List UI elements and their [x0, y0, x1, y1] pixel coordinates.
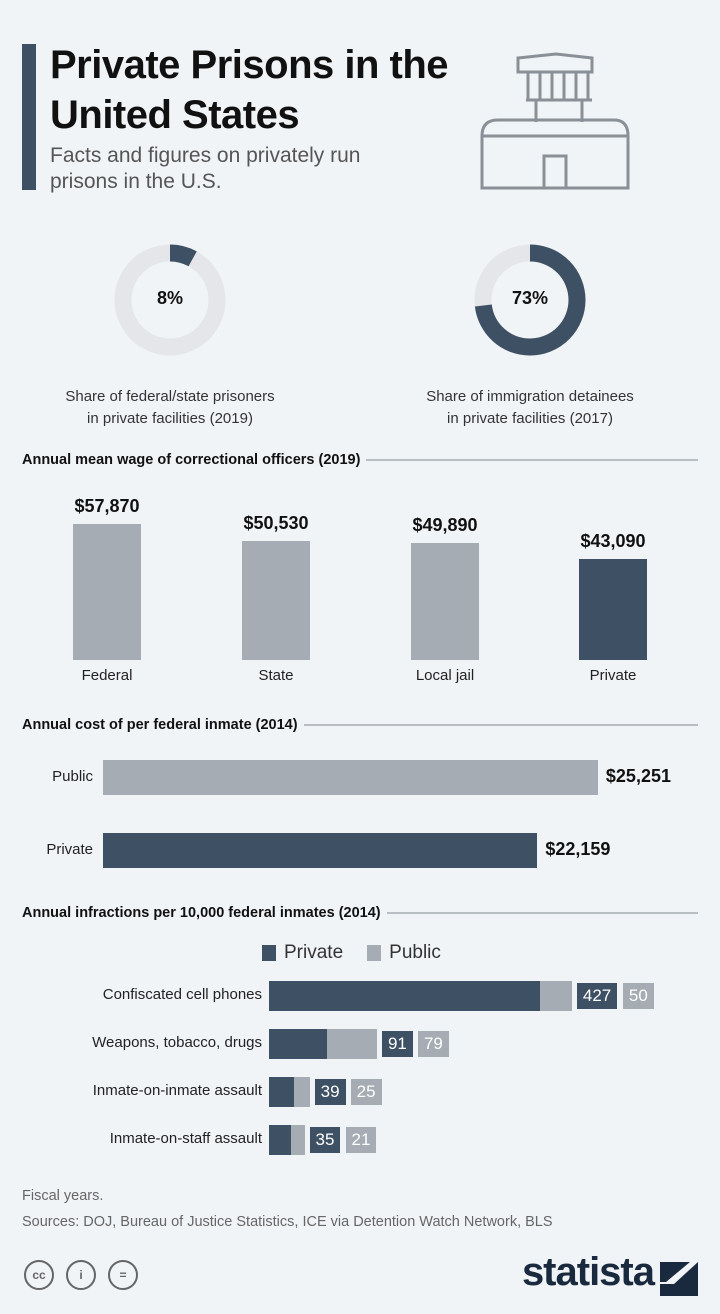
donut-segment-private [474, 244, 586, 356]
nd-icon[interactable]: = [108, 1260, 138, 1290]
infraction-category-label: Inmate-on-staff assault [109, 1130, 262, 1147]
infraction-bar-public [291, 1125, 305, 1155]
statista-logo-mark [660, 1262, 698, 1296]
wage-bar [411, 542, 479, 660]
infraction-value-private: 91 [381, 1031, 413, 1057]
wage-bar [73, 524, 141, 660]
cost-value-label: $22,159 [545, 839, 611, 859]
infraction-bar-public [540, 981, 572, 1011]
wage-value-label: $43,090 [580, 530, 646, 551]
cc-icon[interactable]: cc [24, 1260, 54, 1290]
infraction-bar-private [269, 981, 541, 1011]
page-subtitle: Facts and figures on privately run priso… [50, 144, 361, 193]
infraction-category-label: Inmate-on-inmate assault [92, 1082, 262, 1099]
infraction-value-public: 50 [622, 983, 654, 1009]
wage-value-label: $49,890 [412, 514, 478, 535]
section-header-cost: Annual cost of per federal inmate (2014) [22, 717, 698, 733]
donut-caption: in private facilities (2017) [447, 410, 613, 427]
infraction-value-public: 79 [417, 1031, 449, 1057]
section-header-infractions: Annual infractions per 10,000 federal in… [22, 905, 698, 921]
donut-federal-state [114, 244, 226, 356]
infraction-category-label: Confiscated cell phones [102, 986, 262, 1003]
wage-bar [242, 541, 310, 660]
section-title: Annual cost of per federal inmate (2014) [22, 717, 298, 733]
donut-caption: Share of federal/state prisoners [65, 388, 275, 405]
title-accent-bar [22, 44, 36, 190]
wage-value-label: $50,530 [243, 513, 309, 534]
section-title: Annual mean wage of correctional officer… [22, 452, 361, 468]
legend: Private Public [262, 942, 441, 964]
section-header-wage: Annual mean wage of correctional officer… [22, 452, 698, 468]
infraction-category-label: Weapons, tobacco, drugs [92, 1034, 262, 1051]
infraction-value-private: 39 [314, 1079, 346, 1105]
donut-caption: Share of immigration detainees [426, 388, 634, 405]
wage-category-label: Local jail [415, 667, 475, 684]
infraction-value-public: 25 [350, 1079, 382, 1105]
legend-label-public: Public [389, 942, 441, 963]
infraction-bar-public [293, 1077, 310, 1107]
prison-building-icon [480, 52, 630, 190]
donut-immigration [474, 244, 586, 356]
cost-value-label: $25,251 [605, 766, 671, 786]
legend-swatch-public [367, 945, 382, 961]
infraction-bar-private [269, 1029, 327, 1059]
infraction-bar-private [269, 1125, 292, 1155]
infraction-value-public: 21 [345, 1127, 377, 1153]
infraction-value-private: 427 [576, 983, 618, 1009]
wage-bar [579, 558, 647, 660]
divider [366, 459, 698, 461]
cost-category-label: Public [52, 768, 93, 785]
infraction-bar-public [326, 1029, 377, 1059]
wage-category-label: Federal [81, 667, 133, 684]
section-title: Annual infractions per 10,000 federal in… [22, 905, 381, 921]
divider [386, 912, 698, 914]
legend-label-private: Private [284, 942, 344, 963]
donut-value: 8% [156, 288, 183, 308]
cost-category-label: Private [46, 841, 93, 858]
donut-segment-private [114, 244, 226, 356]
wage-category-label: State [258, 667, 294, 684]
infraction-value-private: 35 [309, 1127, 341, 1153]
cost-bar [103, 760, 598, 795]
sources: Sources: DOJ, Bureau of Justice Statisti… [22, 1214, 553, 1230]
donut-caption: in private facilities (2019) [87, 410, 253, 427]
wage-category-label: Private [589, 667, 637, 684]
footnote: Fiscal years. [22, 1188, 104, 1204]
by-icon[interactable]: i [66, 1260, 96, 1290]
cost-bar [103, 833, 538, 868]
donut-value: 73% [511, 288, 549, 308]
page-title: Private Prisons in the United States [50, 43, 449, 137]
wage-value-label: $57,870 [74, 496, 140, 516]
statista-logo[interactable]: statista [521, 1250, 655, 1294]
legend-swatch-private [262, 945, 276, 961]
infraction-bar-private [269, 1077, 294, 1107]
divider [303, 724, 698, 726]
